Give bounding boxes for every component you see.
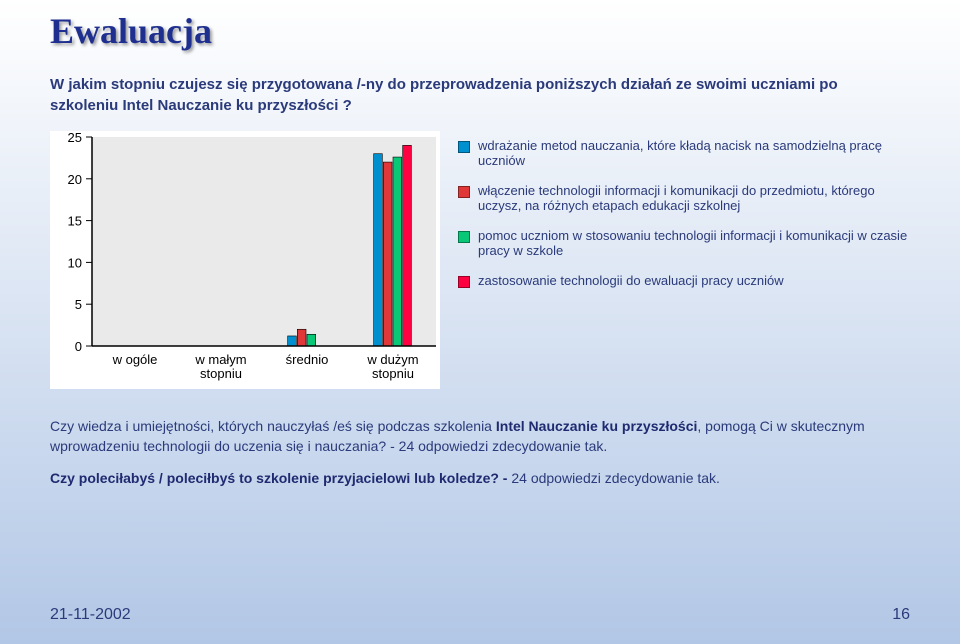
footer: 21-11-2002 16	[50, 606, 910, 624]
legend-swatch	[458, 141, 470, 153]
svg-text:średnio: średnio	[286, 352, 329, 367]
question2-text: Czy wiedza i umiejętności, których naucz…	[50, 417, 910, 456]
svg-text:10: 10	[68, 255, 82, 270]
bar-chart: 0 5 10 15 20 25 w ogóle w małymstopniu średnio w …	[50, 131, 440, 389]
legend-item: zastosowanie technologii do ewaluacji pr…	[458, 274, 910, 289]
q2-prefix: Czy wiedza i umiejętności, których naucz…	[50, 418, 496, 434]
slide: Ewaluacja W jakim stopniu czujesz się pr…	[0, 0, 960, 644]
legend-label: włączenie technologii informacji i komun…	[478, 184, 910, 214]
svg-text:0: 0	[75, 339, 82, 354]
svg-text:w dużymstopniu: w dużymstopniu	[366, 352, 418, 381]
legend-item: pomoc uczniom w stosowaniu technologii i…	[458, 229, 910, 259]
footer-page: 16	[892, 606, 910, 624]
q2-bold: Intel Nauczanie ku przyszłości	[496, 418, 698, 434]
legend-label: wdrażanie metod nauczania, które kładą n…	[478, 139, 910, 169]
question3-text: Czy poleciłabyś / poleciłbyś to szkoleni…	[50, 470, 910, 486]
legend-swatch	[458, 186, 470, 198]
legend-swatch	[458, 276, 470, 288]
q3-prefix: Czy poleciłabyś / poleciłbyś to szkoleni…	[50, 470, 511, 486]
page-title: Ewaluacja	[50, 10, 910, 52]
svg-text:w małymstopniu: w małymstopniu	[194, 352, 246, 381]
q2-answer: 24 odpowiedzi zdecydowanie tak.	[399, 438, 608, 454]
legend-item: wdrażanie metod nauczania, które kładą n…	[458, 139, 910, 169]
svg-text:w ogóle: w ogóle	[112, 352, 158, 367]
svg-text:15: 15	[68, 214, 82, 229]
q3-answer: 24 odpowiedzi zdecydowanie tak.	[511, 470, 720, 486]
legend-swatch	[458, 231, 470, 243]
legend-item: włączenie technologii informacji i komun…	[458, 184, 910, 214]
question1-text: W jakim stopniu czujesz się przygotowana…	[50, 74, 910, 116]
svg-text:20: 20	[68, 172, 82, 187]
footer-date: 21-11-2002	[50, 606, 131, 624]
svg-text:25: 25	[68, 131, 82, 145]
chart-area: 0 5 10 15 20 25 w ogóle w małymstopniu średnio w …	[50, 131, 440, 389]
legend-label: pomoc uczniom w stosowaniu technologii i…	[478, 229, 910, 259]
chart-legend-row: 0 5 10 15 20 25 w ogóle w małymstopniu średnio w …	[50, 131, 910, 389]
legend: wdrażanie metod nauczania, które kładą n…	[458, 131, 910, 389]
svg-text:5: 5	[75, 297, 82, 312]
legend-label: zastosowanie technologii do ewaluacji pr…	[478, 274, 784, 289]
